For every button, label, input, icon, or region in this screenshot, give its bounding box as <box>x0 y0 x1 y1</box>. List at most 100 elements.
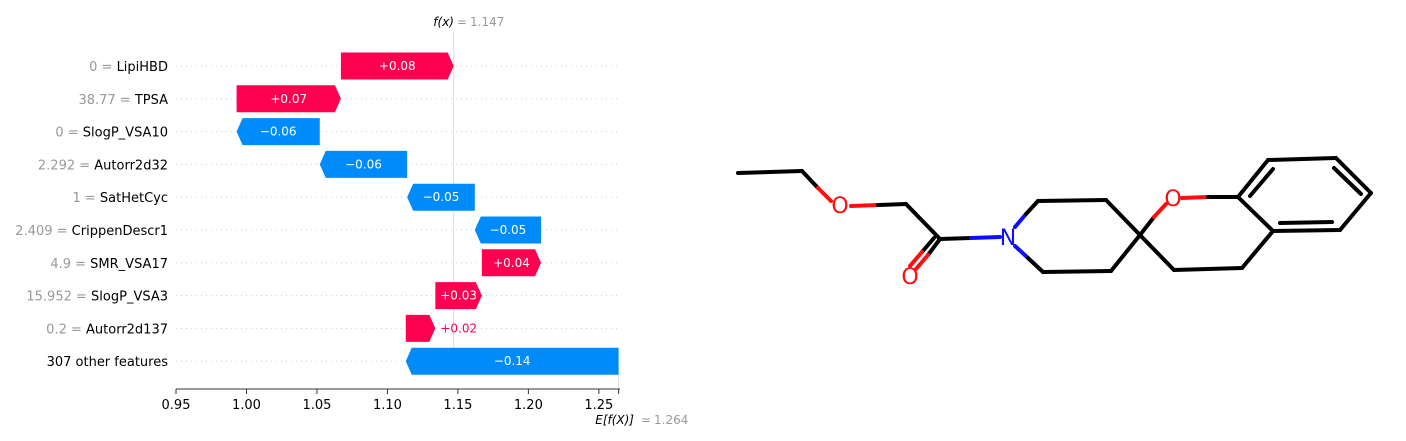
atom-nitrogen: N <box>1000 226 1016 251</box>
feature-value: 4.9 = <box>50 257 90 272</box>
feature-label: 2.292 = Autorr2d32 <box>38 158 168 173</box>
feature-label: 1 = SatHetCyc <box>72 191 168 206</box>
bond <box>914 253 930 271</box>
bond <box>1236 158 1270 199</box>
atom-oxygen-ether: O <box>831 194 848 219</box>
molecule-bonds <box>736 156 1373 274</box>
feature-value: 0 = <box>55 126 82 141</box>
fx-label: f(x) <box>433 15 454 29</box>
bond <box>926 237 942 257</box>
bond <box>1266 156 1338 162</box>
feature-label: 4.9 = SMR_VSA17 <box>50 257 168 272</box>
feature-name: SlogP_VSA3 <box>91 290 168 305</box>
bond <box>1041 269 1113 274</box>
bond <box>876 202 908 207</box>
feature-name: LipiHBD <box>117 60 168 75</box>
positive-bar <box>481 249 542 277</box>
feature-value: 15.952 = <box>26 290 91 305</box>
x-axis: 0.95 1.00 1.05 1.10 1.15 1.20 1.25 <box>162 375 620 413</box>
feature-value: 0.2 = <box>46 322 86 337</box>
base-annotation: E[f(X)] = 1.264 <box>595 413 688 427</box>
atom-oxygen-ring: O <box>1164 187 1181 212</box>
bond <box>1138 233 1176 272</box>
bond <box>1248 167 1275 198</box>
bond <box>920 236 936 254</box>
bond <box>800 169 820 190</box>
bond <box>904 202 942 241</box>
bond <box>1236 195 1275 233</box>
negative-bar <box>236 118 320 146</box>
negative-bar <box>474 216 542 244</box>
x-tick-label: 0.95 <box>162 398 191 413</box>
bond <box>849 203 880 208</box>
bond <box>1013 244 1030 260</box>
feature-label: 0 = SlogP_VSA10 <box>55 126 168 141</box>
bar-value-label: −0.05 <box>490 223 527 237</box>
base-value: 1.264 <box>654 413 688 427</box>
atom-oxygen-carbonyl: O <box>901 265 918 290</box>
bond <box>1172 266 1244 272</box>
bar-value-label: +0.07 <box>270 92 307 106</box>
bond <box>1338 191 1373 232</box>
feature-label: 0.2 = Autorr2d137 <box>46 322 168 337</box>
feature-name: SatHetCyc <box>100 191 168 206</box>
bar-value-label: +0.02 <box>440 321 477 335</box>
base-equals: = <box>641 413 651 427</box>
positive-bar <box>435 282 482 310</box>
bond <box>1026 256 1045 274</box>
bond <box>1271 228 1342 233</box>
x-tick-label: 1.20 <box>514 398 543 413</box>
bar-value-label: +0.08 <box>379 59 416 73</box>
feature-label: 15.952 = SlogP_VSA3 <box>26 290 168 305</box>
bond <box>1109 233 1142 273</box>
bond <box>1278 220 1334 225</box>
bond <box>1334 156 1373 195</box>
feature-name: 307 other features <box>47 355 169 370</box>
bond <box>1013 212 1028 229</box>
bond <box>1104 198 1142 237</box>
x-tick-label: 1.25 <box>584 398 613 413</box>
feature-value: 38.77 = <box>78 93 134 108</box>
x-tick-label: 1.05 <box>302 398 331 413</box>
negative-bar <box>407 183 475 211</box>
feature-value: 2.292 = <box>38 158 94 173</box>
positive-bar <box>405 314 436 342</box>
bond <box>1332 166 1363 196</box>
x-tick-label: 1.00 <box>232 398 261 413</box>
positive-bar <box>236 85 341 113</box>
fx-value: 1.147 <box>470 15 504 29</box>
bond <box>938 236 973 241</box>
bar-value-label: +0.04 <box>493 256 530 270</box>
bond <box>1240 229 1275 270</box>
feature-label: 2.409 = CrippenDescr1 <box>15 224 168 239</box>
molecule-atoms: O O N O <box>831 187 1181 290</box>
bond <box>1138 215 1156 237</box>
bond <box>1180 195 1210 200</box>
feature-name: Autorr2d32 <box>94 158 168 173</box>
feature-name: SMR_VSA17 <box>90 257 168 272</box>
x-tick-label: 1.15 <box>443 398 472 413</box>
negative-bar <box>319 150 408 178</box>
molecule-structure: O O N O <box>736 156 1373 290</box>
feature-label: 0 = LipiHBD <box>89 60 168 75</box>
bond <box>1036 198 1108 203</box>
feature-label: 307 other features <box>47 355 169 370</box>
bar-value-label: +0.03 <box>440 289 477 303</box>
bar-value-label: −0.06 <box>260 125 297 139</box>
feature-value: 0 = <box>89 60 116 75</box>
positive-bar <box>340 52 454 80</box>
feature-labels: 0 = LipiHBD 38.77 = TPSA 0 = SlogP_VSA10 2.… <box>15 60 168 370</box>
bond <box>736 169 804 175</box>
feature-name: Autorr2d137 <box>86 322 168 337</box>
feature-name: SlogP_VSA10 <box>83 126 168 141</box>
bar-value-label: −0.05 <box>423 190 460 204</box>
negative-bar <box>405 347 619 375</box>
feature-value: 2.409 = <box>15 224 71 239</box>
bond <box>969 235 1002 240</box>
x-tick-label: 1.10 <box>373 398 402 413</box>
bond <box>1152 202 1168 219</box>
base-label: E[f(X)] <box>595 413 634 427</box>
contribution-bars: +0.08 +0.07 −0.06 −0.06 −0.05 −0.05 +0.04 +0.03… <box>236 52 619 375</box>
